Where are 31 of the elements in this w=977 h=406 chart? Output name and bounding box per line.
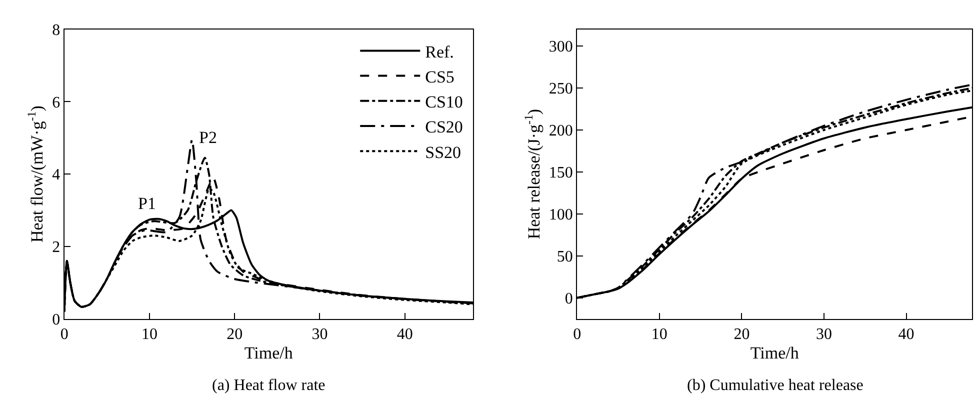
x-tick-label: 30 [816, 326, 832, 343]
x-tick-label: 10 [141, 326, 158, 343]
y-tick-label: 250 [548, 80, 573, 98]
annotation: P1 [138, 194, 156, 213]
x-tick-label: 40 [396, 326, 413, 343]
legend-label: CS20 [425, 118, 463, 137]
legend-label: Ref. [425, 42, 454, 62]
x-tick-label: 30 [312, 326, 328, 343]
y-tick-label: 100 [548, 206, 573, 224]
x-tick-label: 40 [898, 326, 914, 343]
x-tick-label: 20 [734, 326, 750, 343]
y-tick-label: 0 [564, 290, 573, 308]
y-tick-label: 300 [548, 38, 573, 56]
y-tick-label: 2 [52, 239, 60, 256]
legend-label: CS5 [425, 67, 454, 86]
x-tick-label: 10 [651, 326, 668, 343]
y-tick-label: 4 [52, 166, 60, 184]
x-tick-label: 20 [226, 326, 243, 343]
text: (a) Heat flow rate [212, 377, 326, 394]
y-tick-label: 0 [52, 311, 60, 328]
x-axis-title: Time/h [244, 343, 294, 362]
y-tick-label: 200 [548, 122, 573, 140]
annotation: P2 [199, 128, 217, 147]
y-tick-label: 150 [548, 164, 573, 182]
text: (b) Cumulative heat release [687, 377, 864, 394]
y-tick-label: 50 [556, 248, 573, 266]
y-tick-label: 8 [52, 22, 60, 39]
legend-label: CS10 [425, 92, 463, 112]
x-axis-title: Time/h [750, 343, 800, 362]
legend-label: SS20 [425, 142, 462, 162]
y-tick-label: 6 [52, 94, 60, 112]
